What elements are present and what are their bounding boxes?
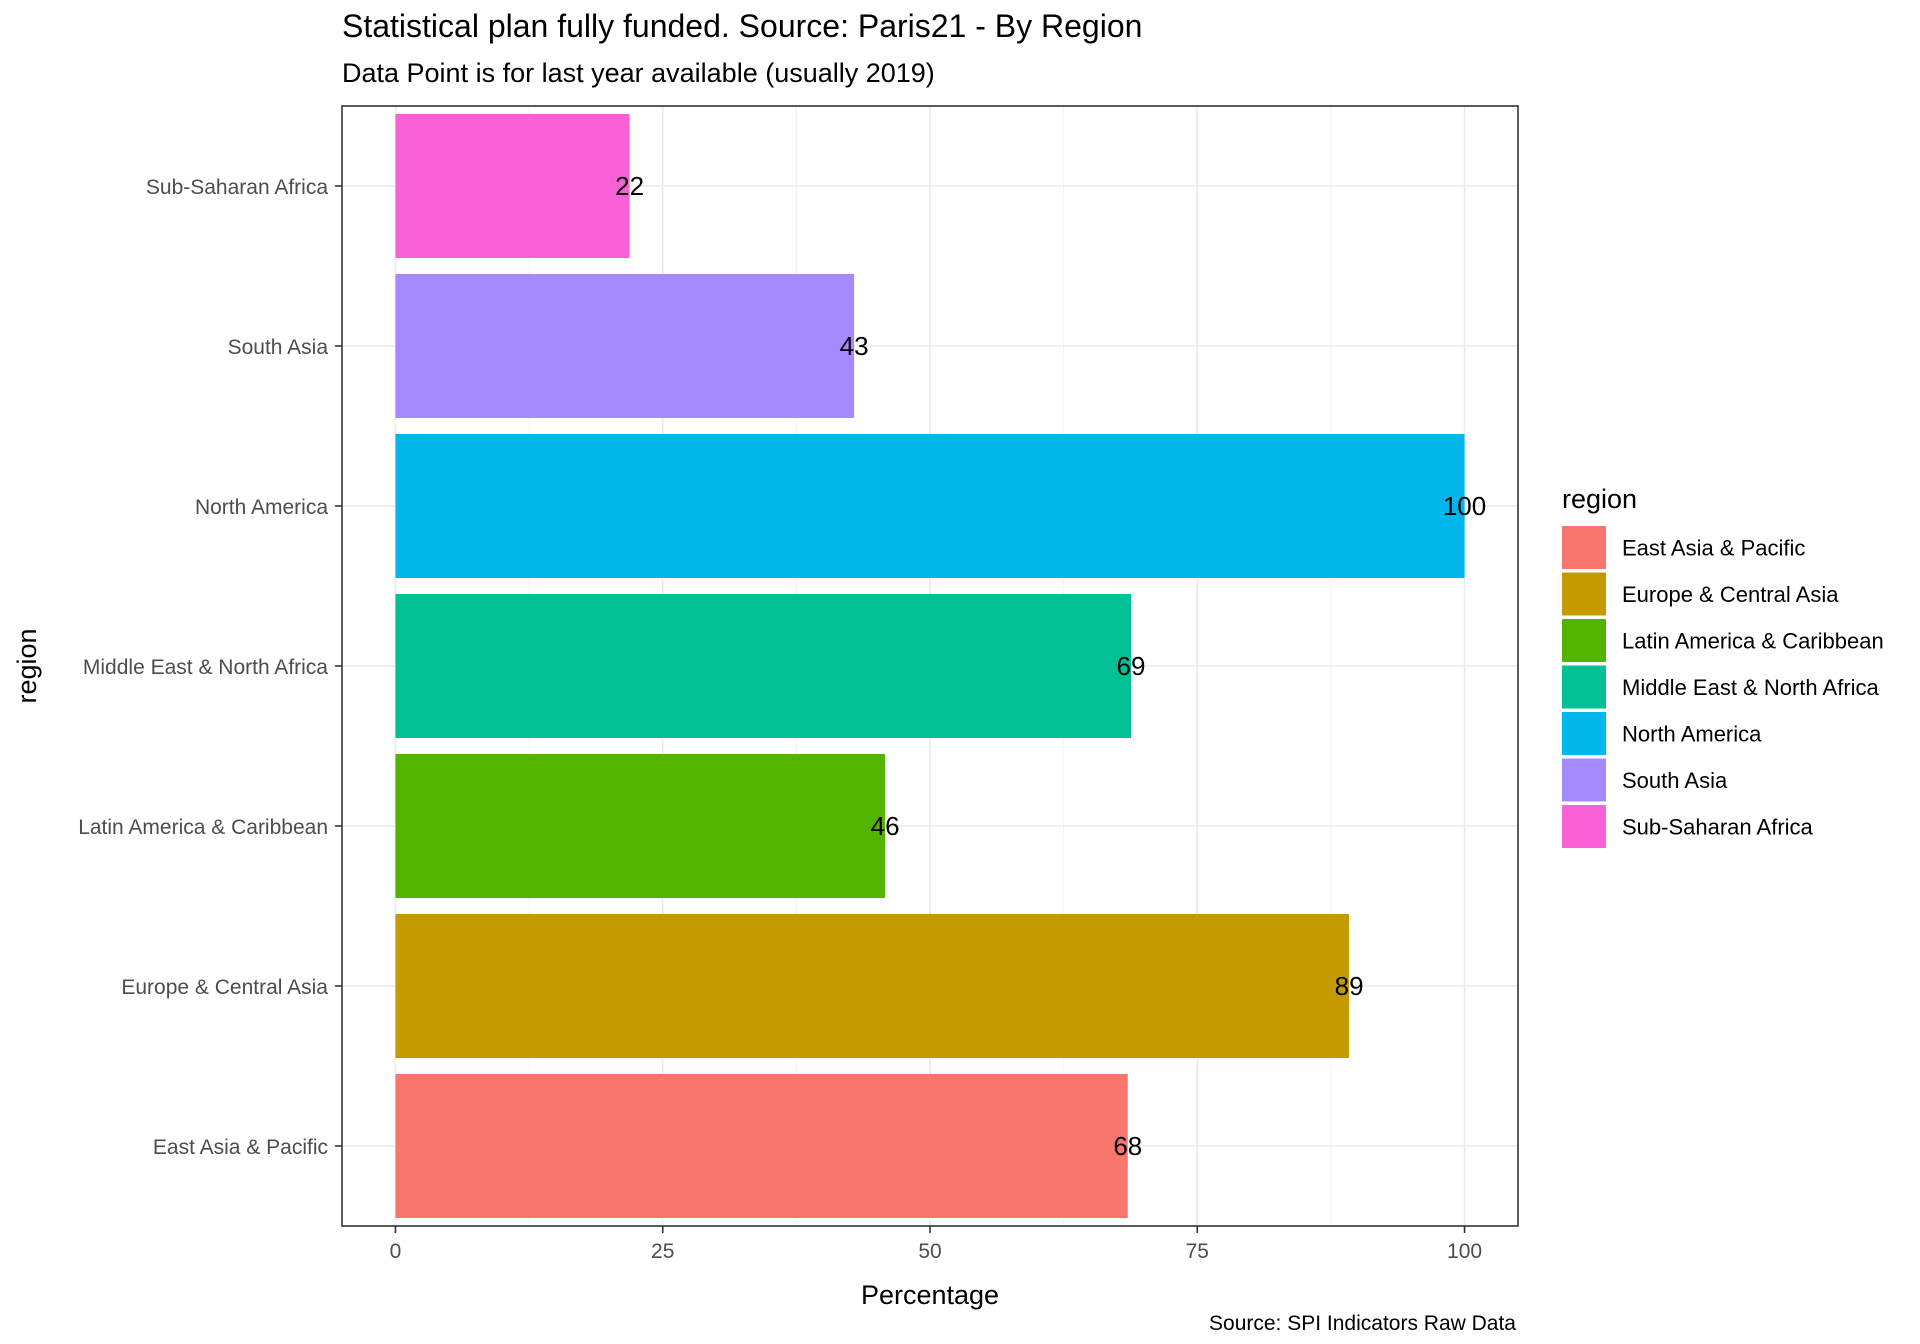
legend-label: South Asia [1622,768,1728,793]
y-tick-label: East Asia & Pacific [153,1136,328,1159]
y-tick-label: Sub-Saharan Africa [146,176,328,199]
chart-caption: Source: SPI Indicators Raw Data [1209,1312,1516,1335]
x-tick-label: 50 [918,1240,941,1263]
data-label: 22 [615,171,644,201]
legend-label: Middle East & North Africa [1622,675,1880,700]
legend-key [1562,712,1606,755]
bar [395,434,1465,578]
y-tick-label: Middle East & North Africa [83,656,328,679]
bar [395,114,630,258]
bar [395,754,886,898]
legend-key [1562,665,1606,709]
legend-label: Europe & Central Asia [1622,582,1839,607]
y-tick-label: North America [195,496,328,519]
legend-label: East Asia & Pacific [1622,536,1805,561]
data-label: 46 [871,811,900,841]
legend-key [1562,805,1606,848]
y-tick-label: Europe & Central Asia [121,976,328,999]
x-tick-label: 100 [1447,1240,1482,1263]
y-axis-title: region [12,628,42,703]
legend-title: region [1562,484,1637,514]
x-tick-label: 75 [1186,1240,1209,1263]
legend-label: Latin America & Caribbean [1622,629,1884,654]
bar [395,914,1350,1058]
chart-title: Statistical plan fully funded. Source: P… [342,8,1143,44]
legend-label: North America [1622,722,1762,747]
data-label: 68 [1113,1131,1142,1161]
legend-key [1562,619,1606,662]
bar [395,1074,1128,1218]
chart-subtitle: Data Point is for last year available (u… [342,58,935,88]
x-axis-title: Percentage [861,1280,999,1310]
data-label: 69 [1117,651,1146,681]
y-tick-label: Latin America & Caribbean [78,816,328,839]
x-tick-label: 25 [651,1240,674,1263]
bar [395,594,1131,738]
legend-label: Sub-Saharan Africa [1622,815,1814,840]
data-label: 100 [1443,491,1486,521]
legend-key [1562,572,1606,616]
data-label: 43 [840,331,869,361]
x-tick-label: 0 [390,1240,402,1263]
data-label: 89 [1335,971,1364,1001]
bar [395,274,855,418]
y-tick-label: South Asia [228,336,329,359]
legend-key [1562,526,1606,569]
legend-key [1562,758,1606,802]
